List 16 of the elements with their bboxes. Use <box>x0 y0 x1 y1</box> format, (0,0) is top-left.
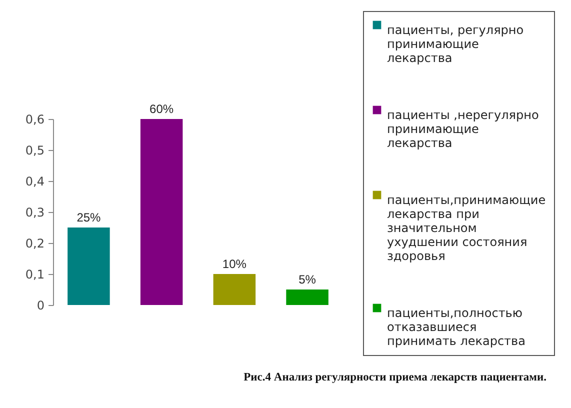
data-label: 5% <box>298 272 316 286</box>
y-tick-label: 0,5 <box>25 144 44 158</box>
y-tick-label: 0,1 <box>25 268 44 282</box>
data-label: 60% <box>150 102 174 116</box>
legend-label: пациенты ,нерегулярно принимающие лекарства <box>387 108 539 150</box>
y-tick-label: 0,3 <box>25 206 44 220</box>
y-tick-label: 0 <box>36 298 44 312</box>
legend-label: пациенты, регулярно принимающие лекарства <box>387 23 524 65</box>
y-tick-label: 0,6 <box>25 112 44 126</box>
legend-label: пациенты,принимающие лекарства при значительном ухудшении состояния здоровья <box>387 193 546 263</box>
y-tick-label: 0,4 <box>25 174 44 188</box>
y-tick-label: 0,2 <box>25 236 44 250</box>
legend-label: пациенты,полностью отказавшиеся принимать лекарства <box>387 306 526 348</box>
data-label: 25% <box>76 210 102 224</box>
text: Рис.4 Анализ регулярности приема лекарств пациентами. <box>244 372 547 384</box>
data-label: 10% <box>222 257 247 271</box>
